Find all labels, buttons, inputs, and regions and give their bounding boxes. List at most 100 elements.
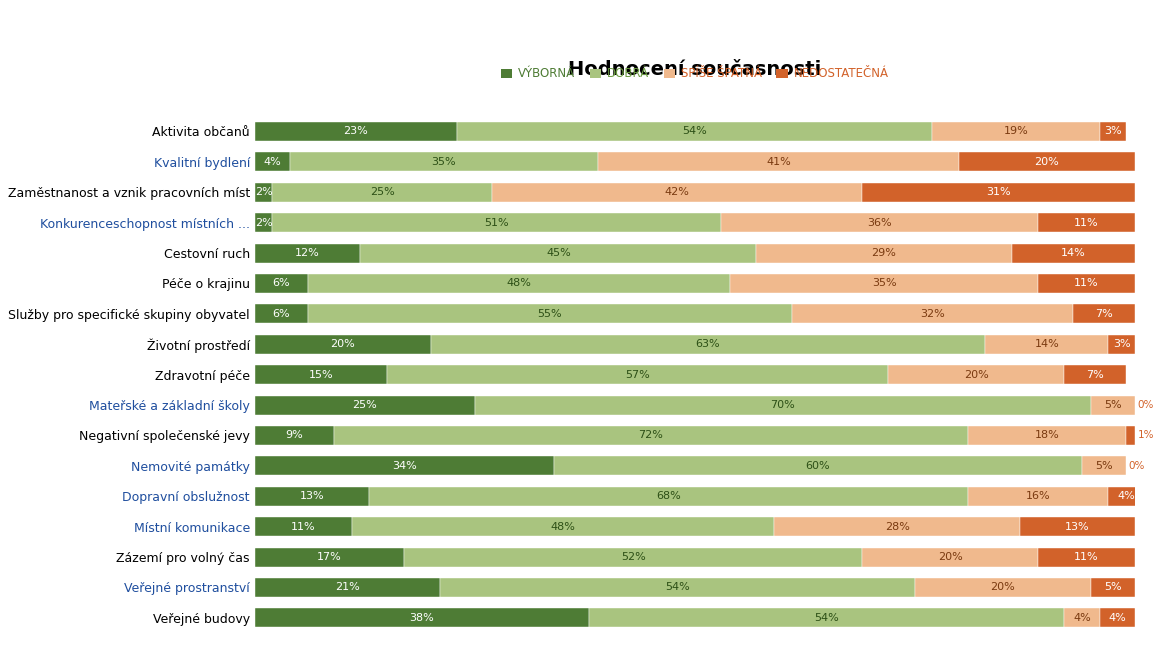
Bar: [730, 274, 1038, 293]
Text: 48%: 48%: [506, 278, 532, 289]
Text: 68%: 68%: [657, 491, 681, 501]
Bar: [1038, 548, 1135, 567]
Bar: [932, 122, 1100, 141]
Text: 5%: 5%: [1104, 400, 1122, 410]
Bar: [589, 609, 1064, 627]
Text: 45%: 45%: [547, 248, 571, 258]
Text: 42%: 42%: [665, 187, 690, 197]
Bar: [492, 183, 862, 202]
Bar: [862, 548, 1038, 567]
Text: 25%: 25%: [371, 187, 395, 197]
Text: 15%: 15%: [308, 370, 334, 380]
Bar: [1100, 609, 1135, 627]
Bar: [888, 365, 1064, 384]
Bar: [457, 122, 932, 141]
Bar: [959, 152, 1135, 171]
Bar: [1091, 395, 1135, 415]
Text: 20%: 20%: [1034, 157, 1060, 167]
Text: 7%: 7%: [1095, 309, 1113, 319]
Bar: [1038, 274, 1135, 293]
Text: 14%: 14%: [1061, 248, 1085, 258]
Text: 20%: 20%: [990, 583, 1016, 592]
Text: 7%: 7%: [1086, 370, 1104, 380]
Bar: [255, 487, 369, 506]
Bar: [308, 274, 730, 293]
Text: 2%: 2%: [255, 218, 272, 227]
Text: 21%: 21%: [335, 583, 359, 592]
Text: 13%: 13%: [1065, 522, 1090, 532]
Bar: [440, 578, 915, 597]
Bar: [915, 578, 1091, 597]
Bar: [1108, 487, 1144, 506]
Bar: [1108, 335, 1135, 354]
Legend: VÝBORNÁ, DOBRÁ, SPÍŠE ŠPATNÁ, NEDOSTATEČNÁ: VÝBORNÁ, DOBRÁ, SPÍŠE ŠPATNÁ, NEDOSTATEČ…: [496, 63, 894, 85]
Text: 9%: 9%: [286, 430, 303, 441]
Bar: [255, 183, 272, 202]
Text: 28%: 28%: [885, 522, 910, 532]
Bar: [255, 609, 589, 627]
Bar: [1126, 426, 1135, 445]
Text: 25%: 25%: [352, 400, 378, 410]
Bar: [334, 426, 968, 445]
Bar: [985, 335, 1108, 354]
Text: 11%: 11%: [291, 522, 315, 532]
Bar: [792, 304, 1073, 323]
Text: 1%: 1%: [1137, 430, 1155, 441]
Text: 4%: 4%: [1108, 613, 1126, 623]
Text: 5%: 5%: [1104, 583, 1122, 592]
Text: 20%: 20%: [330, 339, 356, 349]
Text: 18%: 18%: [1034, 430, 1060, 441]
Text: 13%: 13%: [300, 491, 324, 501]
Bar: [598, 152, 959, 171]
Bar: [255, 335, 431, 354]
Text: 54%: 54%: [682, 127, 708, 136]
Text: 54%: 54%: [814, 613, 840, 623]
Text: 14%: 14%: [1034, 339, 1060, 349]
Text: 4%: 4%: [1073, 613, 1091, 623]
Bar: [1064, 365, 1126, 384]
Bar: [404, 548, 862, 567]
Bar: [1012, 244, 1135, 262]
Bar: [255, 548, 404, 567]
Text: 6%: 6%: [272, 309, 290, 319]
Text: 11%: 11%: [1075, 552, 1099, 562]
Text: 70%: 70%: [770, 400, 796, 410]
Bar: [1073, 304, 1135, 323]
Bar: [255, 122, 457, 141]
Text: 55%: 55%: [537, 309, 562, 319]
Text: 72%: 72%: [638, 430, 664, 441]
Text: 16%: 16%: [1026, 491, 1050, 501]
Bar: [290, 152, 598, 171]
Bar: [255, 365, 387, 384]
Bar: [554, 457, 1082, 475]
Text: 63%: 63%: [696, 339, 720, 349]
Bar: [255, 395, 475, 415]
Text: 23%: 23%: [344, 127, 368, 136]
Bar: [352, 517, 774, 536]
Title: Hodnocení současnosti: Hodnocení současnosti: [569, 59, 821, 79]
Bar: [721, 213, 1038, 232]
Bar: [968, 487, 1108, 506]
Bar: [369, 487, 968, 506]
Bar: [862, 183, 1135, 202]
Bar: [255, 517, 352, 536]
Bar: [774, 517, 1020, 536]
Bar: [272, 213, 721, 232]
Text: 20%: 20%: [938, 552, 962, 562]
Text: 2%: 2%: [255, 187, 272, 197]
Bar: [475, 395, 1091, 415]
Text: 41%: 41%: [767, 157, 791, 167]
Text: 32%: 32%: [921, 309, 945, 319]
Text: 34%: 34%: [393, 461, 417, 471]
Text: 11%: 11%: [1075, 218, 1099, 227]
Bar: [1064, 609, 1100, 627]
Text: 35%: 35%: [432, 157, 456, 167]
Bar: [255, 457, 554, 475]
Bar: [1038, 213, 1135, 232]
Bar: [1091, 578, 1135, 597]
Text: 29%: 29%: [872, 248, 896, 258]
Text: 36%: 36%: [867, 218, 892, 227]
Text: 0%: 0%: [1129, 461, 1145, 471]
Text: 51%: 51%: [484, 218, 510, 227]
Bar: [308, 304, 792, 323]
